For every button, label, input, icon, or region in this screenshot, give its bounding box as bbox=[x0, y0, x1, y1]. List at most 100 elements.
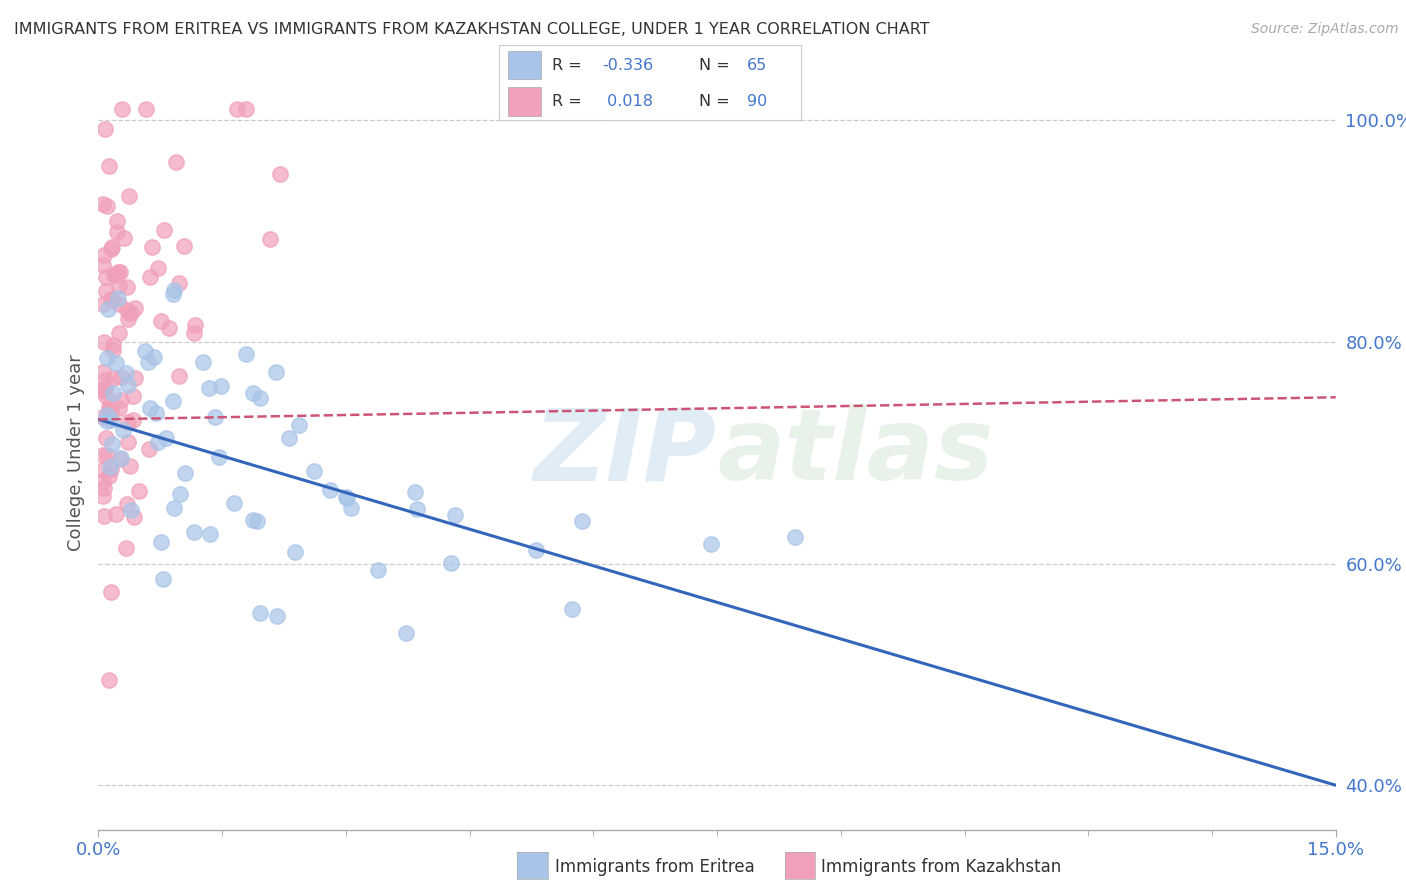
Point bbox=[104, 356, 127, 370]
Point bbox=[336, 491, 359, 506]
Point bbox=[107, 291, 129, 305]
Point bbox=[108, 297, 131, 311]
Point bbox=[152, 572, 174, 586]
Point bbox=[269, 167, 291, 181]
Point bbox=[208, 450, 231, 464]
Point bbox=[167, 369, 190, 384]
Point bbox=[117, 378, 139, 392]
Point bbox=[226, 102, 249, 116]
Point bbox=[146, 434, 169, 449]
Text: Source: ZipAtlas.com: Source: ZipAtlas.com bbox=[1251, 22, 1399, 37]
Point bbox=[242, 513, 264, 527]
Point bbox=[183, 326, 205, 340]
Point bbox=[169, 486, 191, 500]
Point bbox=[101, 293, 124, 307]
Point bbox=[209, 378, 232, 392]
Point bbox=[100, 240, 122, 254]
Point bbox=[117, 415, 139, 429]
Point bbox=[96, 351, 118, 366]
Point bbox=[100, 585, 122, 599]
Bar bbox=[508, 87, 541, 116]
Text: N =: N = bbox=[699, 94, 734, 109]
Text: N =: N = bbox=[699, 58, 734, 72]
Point bbox=[101, 337, 124, 351]
Point bbox=[98, 673, 121, 688]
Point bbox=[319, 483, 342, 497]
Point bbox=[120, 503, 142, 517]
Point bbox=[200, 526, 222, 541]
Point bbox=[155, 431, 177, 445]
Point bbox=[443, 508, 465, 523]
Point bbox=[146, 261, 169, 276]
Point bbox=[108, 265, 131, 279]
Point bbox=[124, 301, 146, 316]
Point bbox=[94, 381, 117, 395]
Point bbox=[96, 414, 118, 428]
Point bbox=[97, 400, 120, 414]
Point bbox=[98, 402, 121, 417]
Point bbox=[93, 334, 115, 349]
Point bbox=[117, 312, 139, 326]
Point bbox=[173, 467, 195, 481]
Point bbox=[108, 401, 131, 415]
Point bbox=[100, 404, 122, 418]
Point bbox=[122, 510, 145, 524]
Point bbox=[406, 501, 429, 516]
Point bbox=[136, 355, 159, 369]
Point bbox=[96, 408, 118, 422]
Point bbox=[367, 563, 389, 577]
Point bbox=[100, 292, 122, 306]
Point bbox=[167, 276, 190, 290]
Point bbox=[139, 269, 162, 284]
Point bbox=[100, 413, 122, 427]
Bar bbox=[508, 51, 541, 79]
Point bbox=[91, 297, 114, 311]
Point bbox=[91, 384, 114, 399]
Point bbox=[115, 541, 138, 555]
Point bbox=[91, 463, 114, 477]
Point bbox=[108, 326, 131, 340]
Point bbox=[163, 501, 186, 516]
Point bbox=[173, 238, 195, 252]
Point bbox=[118, 459, 141, 474]
Point bbox=[100, 242, 122, 256]
Text: R =: R = bbox=[553, 94, 586, 109]
Point bbox=[115, 303, 138, 318]
Point bbox=[103, 386, 125, 401]
Point bbox=[259, 232, 281, 246]
Point bbox=[117, 189, 139, 203]
Point bbox=[100, 437, 122, 451]
Point bbox=[94, 431, 117, 445]
Point bbox=[204, 410, 226, 425]
Text: 65: 65 bbox=[747, 58, 768, 72]
Point bbox=[135, 102, 157, 116]
Point bbox=[115, 497, 138, 511]
Point bbox=[94, 388, 117, 402]
Point bbox=[104, 507, 127, 521]
Point bbox=[242, 386, 264, 401]
Point bbox=[304, 464, 326, 478]
Point bbox=[97, 301, 120, 316]
Point bbox=[149, 314, 172, 328]
Point bbox=[111, 102, 134, 116]
Point bbox=[105, 225, 128, 239]
Point bbox=[783, 530, 806, 544]
Point bbox=[561, 602, 583, 616]
Point bbox=[266, 608, 288, 623]
Point bbox=[93, 482, 115, 496]
Text: R =: R = bbox=[553, 58, 586, 72]
Point bbox=[163, 283, 186, 297]
Point bbox=[91, 448, 114, 462]
Point bbox=[94, 122, 117, 136]
Point bbox=[96, 199, 118, 213]
Point bbox=[118, 306, 141, 320]
Point bbox=[339, 501, 361, 516]
Point bbox=[395, 626, 418, 640]
Point bbox=[162, 287, 184, 301]
Point bbox=[94, 285, 117, 299]
Point bbox=[157, 321, 180, 335]
Point bbox=[287, 418, 309, 433]
Text: Immigrants from Kazakhstan: Immigrants from Kazakhstan bbox=[821, 858, 1062, 876]
Text: 0.018: 0.018 bbox=[602, 94, 652, 109]
Text: Immigrants from Eritrea: Immigrants from Eritrea bbox=[555, 858, 755, 876]
